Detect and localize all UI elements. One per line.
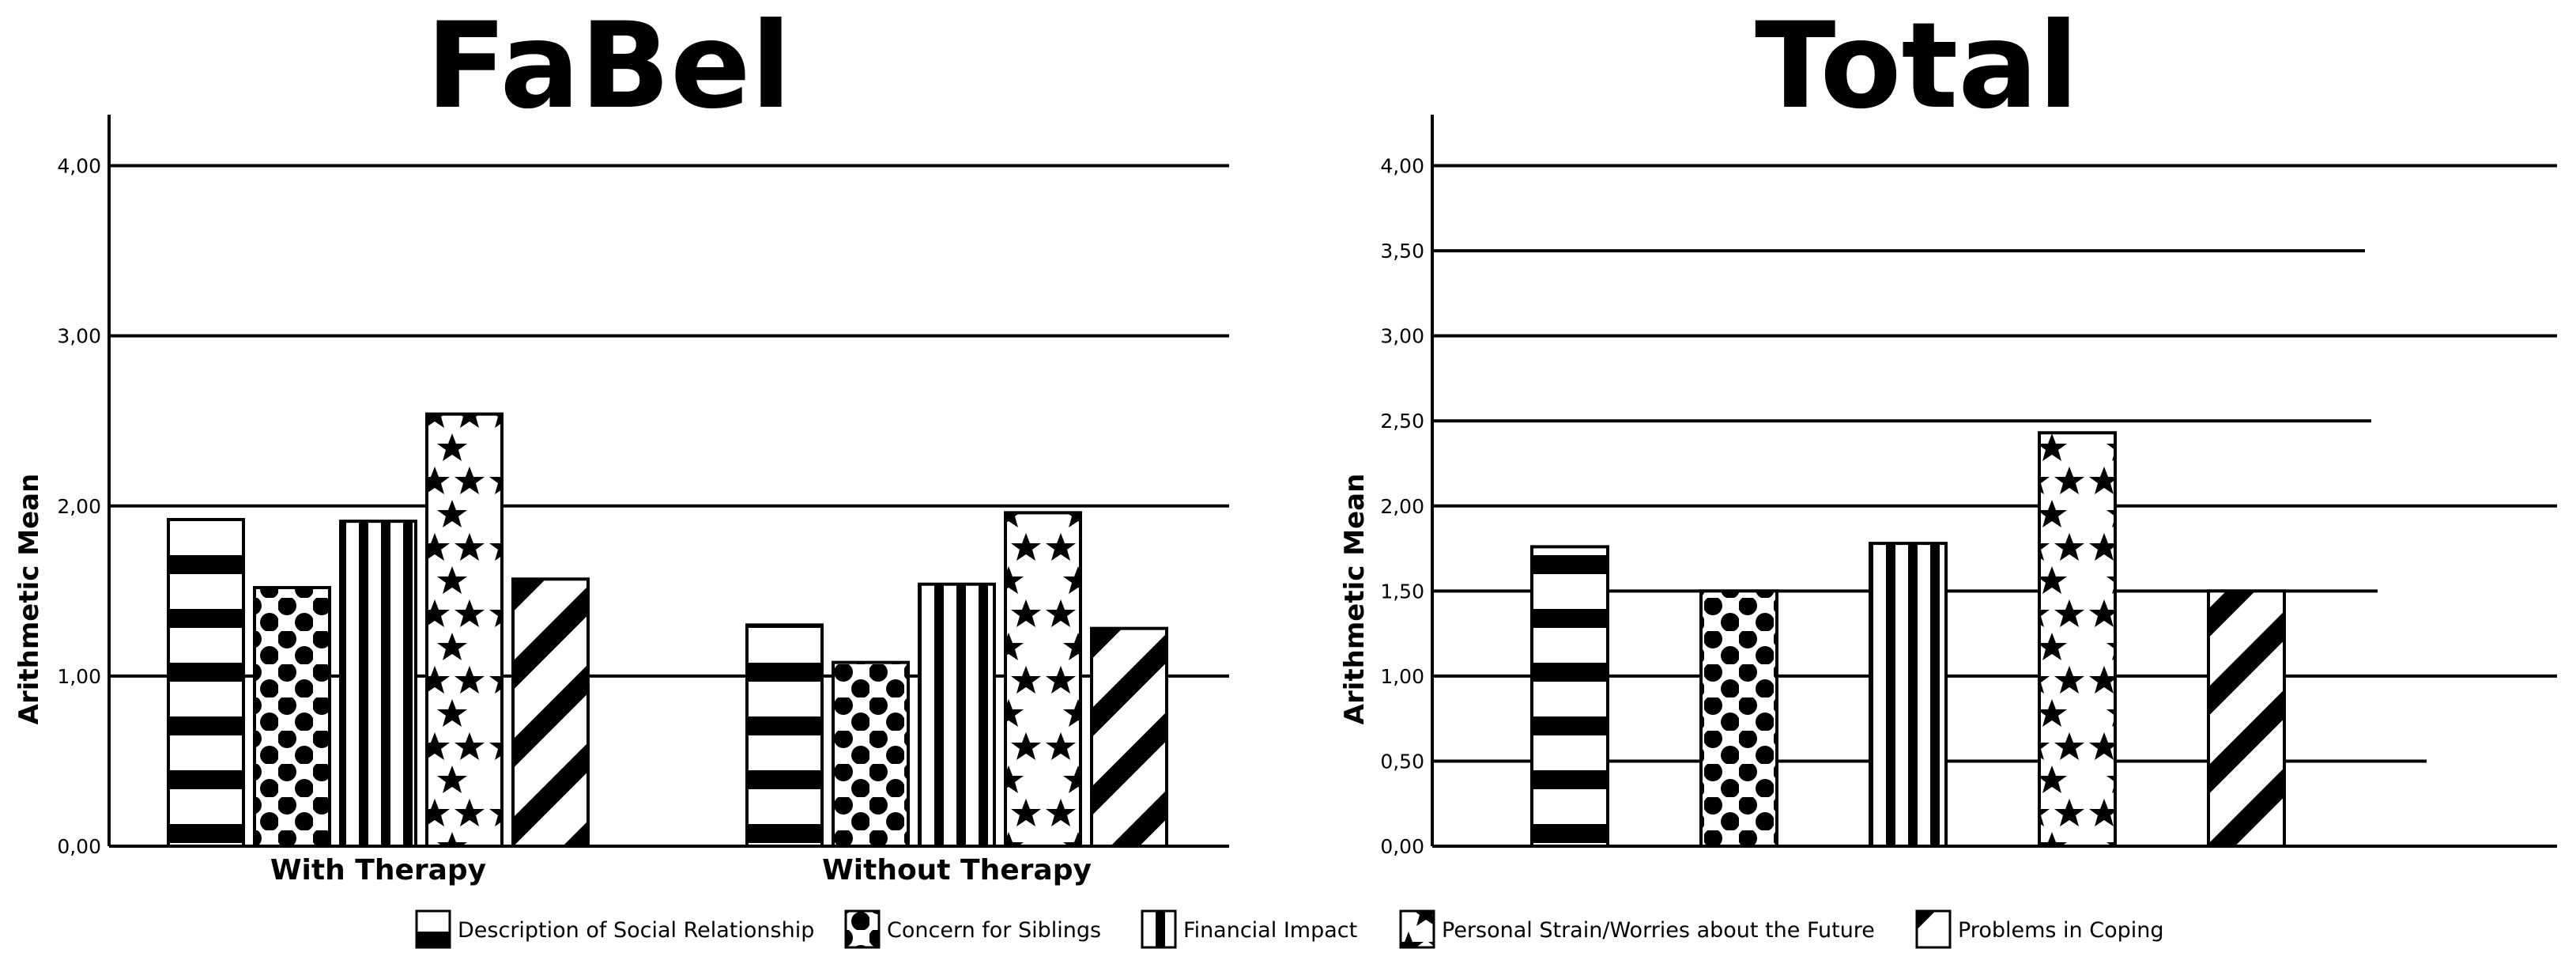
- y-tick-label: 0,00: [1380, 835, 1424, 858]
- bar-personal-strain-worries-about-the-future: [425, 412, 504, 848]
- bar-concern-for-siblings: [1699, 589, 1778, 848]
- legend: Description of Social Relationship Concer…: [415, 909, 2164, 949]
- x-category-label: Without Therapy: [822, 854, 1092, 887]
- legend-item: Personal Strain/Worries about the Future: [1399, 909, 1875, 949]
- chart-panel-1: Total 0,00 0,50 1,00 1,50 2,00 2,50 3,00 3,50 4,0…: [1339, 0, 2557, 858]
- bar-problems-in-coping: [2207, 589, 2286, 848]
- y-tick-label: 0,50: [1380, 750, 1424, 773]
- legend-label: Problems in Coping: [1958, 918, 2164, 943]
- legend-item: Description of Social Relationship: [415, 909, 814, 949]
- legend-label: Concern for Siblings: [887, 918, 1101, 943]
- legend-label: Personal Strain/Worries about the Future: [1442, 918, 1875, 943]
- bar-description-of-social-relationship: [745, 623, 824, 848]
- chart-panel-0: FaBel 0,00 1,00 2,00 3,00 4,00 With Therapy Wit…: [13, 0, 1229, 887]
- y-tick-label: 2,00: [57, 495, 101, 518]
- legend-label: Description of Social Relationship: [458, 918, 814, 943]
- chart-title: FaBel: [426, 0, 791, 135]
- legend-label: Financial Impact: [1183, 918, 1357, 943]
- y-axis-label: Arithmetic Mean: [13, 474, 45, 725]
- bar-description-of-social-relationship: [1530, 545, 1609, 848]
- diagonal-stripes-icon: [1915, 909, 1952, 949]
- y-tick-label: 2,00: [1380, 495, 1424, 518]
- y-tick-label: 4,00: [1380, 155, 1424, 178]
- bar-financial-impact: [339, 520, 417, 849]
- bar-personal-strain-worries-about-the-future: [2038, 431, 2117, 848]
- stripes-vertical-icon: [1141, 909, 1177, 949]
- y-axis-label: Arithmetic Mean: [1339, 474, 1371, 725]
- y-tick-label: 1,00: [1380, 665, 1424, 688]
- stripes-horizontal-icon: [415, 909, 451, 949]
- y-tick-label: 3,50: [1380, 240, 1424, 263]
- stars-icon: [1399, 909, 1435, 949]
- bar-concern-for-siblings: [253, 586, 331, 848]
- bar-financial-impact: [918, 582, 996, 849]
- chart-panels: FaBel 0,00 1,00 2,00 3,00 4,00 With Therapy Wit…: [13, 0, 2557, 887]
- y-tick-label: 3,00: [1380, 325, 1424, 348]
- bar-concern-for-siblings: [832, 660, 910, 849]
- legend-item: Concern for Siblings: [844, 909, 1101, 949]
- bar-description-of-social-relationship: [167, 517, 245, 848]
- dots-icon: [844, 909, 881, 949]
- legend-item: Financial Impact: [1141, 909, 1357, 949]
- y-tick-label: 0,00: [57, 835, 101, 858]
- bar-problems-in-coping: [1090, 626, 1168, 849]
- bar-personal-strain-worries-about-the-future: [1004, 511, 1082, 848]
- legend-item: Problems in Coping: [1915, 909, 2164, 949]
- y-tick-label: 2,50: [1380, 410, 1424, 433]
- y-tick-label: 3,00: [57, 325, 101, 348]
- y-tick-label: 1,50: [1380, 580, 1424, 603]
- x-category-label: With Therapy: [270, 854, 486, 887]
- bar-financial-impact: [1869, 542, 1948, 848]
- chart-title: Total: [1755, 0, 2079, 135]
- y-tick-label: 1,00: [57, 665, 101, 688]
- y-tick-label: 4,00: [57, 155, 101, 178]
- bar-problems-in-coping: [511, 577, 590, 848]
